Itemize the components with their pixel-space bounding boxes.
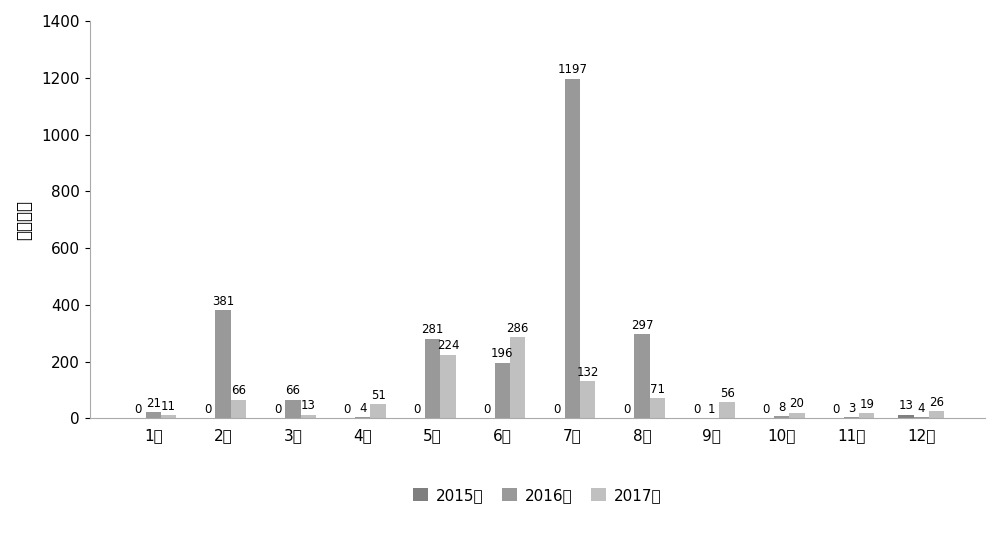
Text: 13: 13 [301, 399, 316, 413]
Text: 20: 20 [790, 398, 804, 410]
Bar [231, 400, 246, 418]
Text: 297: 297 [631, 319, 653, 332]
Text: 196: 196 [491, 348, 514, 360]
Bar [425, 339, 440, 418]
Text: 0: 0 [274, 403, 281, 416]
Bar [650, 398, 665, 418]
Text: 1: 1 [708, 403, 716, 416]
Bar [898, 415, 914, 418]
Text: 11: 11 [161, 400, 176, 413]
Bar [510, 337, 525, 418]
Text: 51: 51 [371, 389, 386, 401]
Bar [370, 404, 386, 418]
Text: 0: 0 [204, 403, 211, 416]
Text: 19: 19 [859, 398, 874, 411]
Text: 0: 0 [623, 403, 630, 416]
Text: 3: 3 [848, 402, 855, 415]
Text: 66: 66 [231, 384, 246, 398]
Text: 4: 4 [359, 402, 366, 415]
Text: 0: 0 [134, 403, 142, 416]
Text: 0: 0 [344, 403, 351, 416]
Text: 71: 71 [650, 383, 665, 396]
Text: 4: 4 [918, 402, 925, 415]
Bar [914, 417, 929, 418]
Y-axis label: 热点个数: 热点个数 [15, 200, 33, 240]
Bar [215, 310, 231, 418]
Bar [285, 400, 301, 418]
Bar [580, 381, 595, 418]
Text: 0: 0 [553, 403, 561, 416]
Bar [719, 403, 735, 418]
Bar [301, 415, 316, 418]
Bar [355, 417, 370, 418]
Text: 26: 26 [929, 396, 944, 409]
Bar [929, 411, 944, 418]
Text: 0: 0 [693, 403, 700, 416]
Text: 8: 8 [778, 401, 785, 414]
Legend: 2015年, 2016年, 2017年: 2015年, 2016年, 2017年 [407, 481, 668, 509]
Text: 0: 0 [763, 403, 770, 416]
Bar [789, 413, 805, 418]
Bar [634, 334, 650, 418]
Text: 286: 286 [507, 322, 529, 335]
Text: 1197: 1197 [557, 63, 587, 76]
Bar [440, 355, 456, 418]
Text: 0: 0 [483, 403, 491, 416]
Text: 132: 132 [576, 366, 599, 379]
Text: 0: 0 [414, 403, 421, 416]
Bar [774, 416, 789, 418]
Text: 281: 281 [421, 323, 444, 336]
Bar [146, 413, 161, 418]
Bar [161, 415, 176, 418]
Text: 381: 381 [212, 295, 234, 308]
Text: 224: 224 [437, 340, 459, 353]
Bar [495, 363, 510, 418]
Bar [859, 413, 874, 418]
Text: 66: 66 [285, 384, 300, 398]
Bar [565, 78, 580, 418]
Text: 56: 56 [720, 387, 735, 400]
Text: 21: 21 [146, 397, 161, 410]
Text: 0: 0 [832, 403, 840, 416]
Text: 13: 13 [898, 399, 913, 413]
